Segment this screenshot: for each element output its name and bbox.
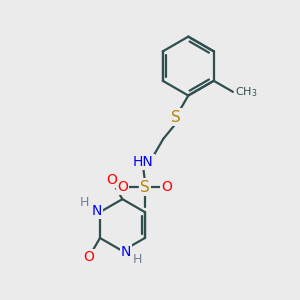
Text: N: N — [91, 204, 102, 218]
Text: H: H — [80, 196, 89, 209]
Text: S: S — [171, 110, 181, 125]
Text: S: S — [140, 180, 150, 195]
Text: O: O — [161, 180, 172, 194]
Text: HN: HN — [133, 155, 154, 169]
Text: O: O — [117, 180, 128, 194]
Text: O: O — [106, 173, 117, 187]
Text: N: N — [121, 245, 131, 260]
Text: O: O — [83, 250, 94, 264]
Text: H: H — [133, 253, 142, 266]
Text: CH$_3$: CH$_3$ — [235, 85, 258, 99]
